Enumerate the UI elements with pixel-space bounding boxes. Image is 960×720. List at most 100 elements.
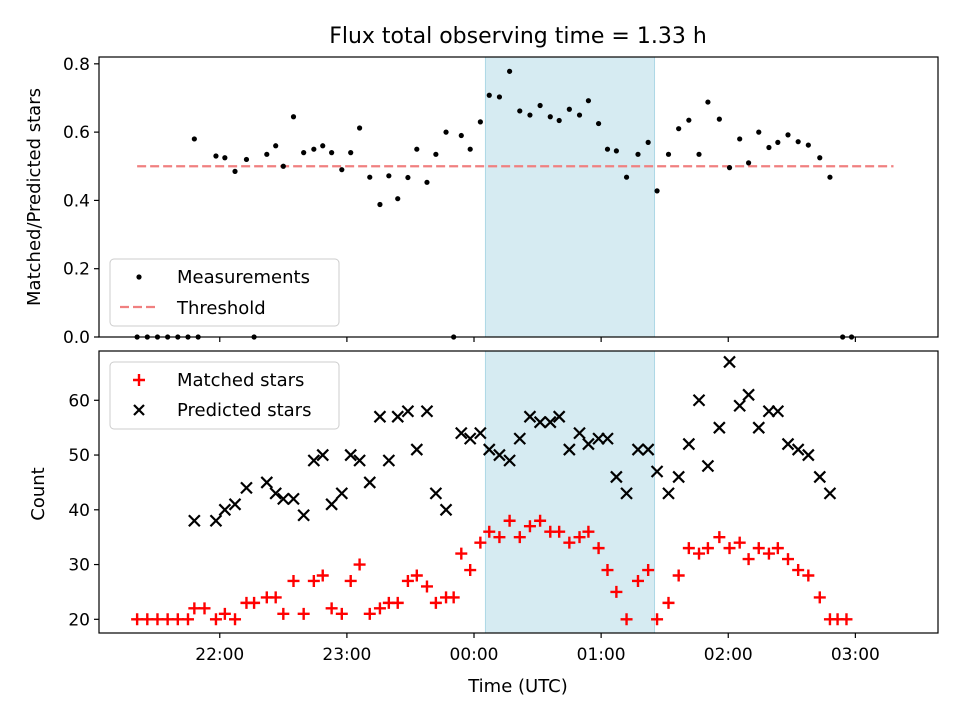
observing-window-span (484, 56, 656, 338)
matched-star-point (325, 602, 338, 615)
measurement-point (356, 125, 363, 131)
measurement-point (756, 129, 762, 135)
matched-star-point (188, 602, 201, 615)
predicted-star-point (188, 514, 201, 528)
measurement-point (273, 143, 279, 149)
matched-star-point (723, 542, 736, 555)
x-tick-label: 23:00 (322, 645, 371, 665)
legend-matched-marker (133, 374, 145, 386)
matched-star-point (447, 591, 460, 604)
predicted-star-point (287, 492, 300, 506)
predicted-star-point (513, 432, 527, 445)
measurement-point (386, 173, 392, 179)
matched-star-point (483, 525, 496, 538)
measurement-point (785, 132, 791, 138)
measurement-point (264, 151, 270, 157)
predicted-star-point (672, 470, 685, 484)
measurement-point (339, 167, 345, 173)
predicted-star-point (762, 404, 776, 418)
matched-star-point (563, 536, 576, 549)
measurement-point (290, 114, 297, 120)
predicted-star-point (316, 448, 330, 462)
predicted-star-point (373, 410, 387, 423)
matched-star-point (307, 574, 320, 587)
bottom-panel-frame (98, 350, 939, 634)
matched-star-point (171, 613, 184, 626)
matched-star-point (631, 574, 644, 587)
matched-star-point (601, 564, 614, 577)
matched-star-point (209, 613, 222, 626)
measurement-point (243, 156, 250, 163)
matched-star-point (344, 574, 357, 587)
matched-star-point (503, 514, 516, 527)
matched-star-point (198, 602, 211, 615)
legend-measurement-marker (136, 274, 142, 280)
legend-predicted-label: Predicted stars (177, 400, 311, 421)
predicted-star-point (650, 465, 664, 478)
measurement-point (686, 117, 692, 123)
predicted-star-point (601, 432, 614, 445)
predicted-star-point (610, 470, 623, 484)
matched-star-point (802, 569, 815, 582)
matched-star-point (373, 602, 386, 615)
predicted-star-point (781, 437, 795, 451)
matched-star-point (693, 547, 706, 560)
predicted-star-point (682, 437, 696, 451)
measurement-point (486, 92, 492, 98)
bottom-legend: Matched stars Predicted stars (109, 361, 340, 430)
measurement-point (458, 132, 464, 139)
matched-star-point (701, 542, 714, 555)
predicted-star-point (563, 443, 576, 456)
measurement-point (222, 155, 228, 161)
measurement-point (827, 174, 833, 180)
matched-star-point (151, 613, 164, 626)
matched-star-point (297, 607, 310, 620)
x-tick-label: 02:00 (704, 645, 753, 665)
bottom-y-tick-label: 40 (68, 501, 90, 521)
measurement-point (623, 174, 630, 180)
bottom-y-tick-label: 50 (68, 446, 90, 466)
x-tick-label: 00:00 (450, 645, 499, 665)
measurement-point (414, 146, 420, 152)
predicted-star-point (533, 415, 547, 429)
measurement-point (527, 112, 533, 118)
measurement-point (585, 98, 592, 104)
predicted-star-point (218, 503, 232, 517)
measurement-point (645, 139, 651, 145)
predicted-star-point (631, 443, 645, 456)
matched-star-point (620, 613, 633, 626)
matched-star-point (781, 553, 794, 566)
matched-star-point (269, 591, 282, 604)
top-legend-box (109, 258, 340, 327)
bottom-y-tick-label: 20 (68, 610, 90, 630)
predicted-star-point (592, 432, 605, 445)
top-y-tick-label: 0.2 (63, 260, 90, 280)
predicted-star-point (742, 388, 755, 402)
top-panel: 0.00.20.40.60.8 Matched/Predicted stars … (24, 55, 939, 348)
matched-star-point (713, 531, 726, 544)
matched-star-point (553, 525, 566, 538)
measurement-point (766, 144, 772, 151)
predicted-star-point (297, 508, 310, 522)
measurement-point (213, 153, 219, 159)
predicted-star-point (692, 394, 706, 407)
predicted-star-point (382, 454, 396, 467)
matched-star-point (642, 564, 655, 577)
bottom-legend-box (109, 361, 340, 430)
matched-star-point (771, 542, 784, 555)
measurement-point (676, 126, 682, 132)
measurement-point (280, 163, 286, 169)
legend-threshold-label: Threshold (176, 298, 266, 319)
predicted-star-point (463, 432, 477, 445)
predicted-star-point (344, 448, 357, 462)
predicted-star-point (391, 410, 405, 423)
matched-star-point (523, 520, 536, 533)
matched-star-point (474, 536, 487, 549)
predicted-star-point (713, 421, 726, 434)
x-tick-label: 03:00 (831, 645, 880, 665)
predicted-star-point (363, 476, 377, 489)
measurement-point (507, 68, 513, 74)
top-x-ticks (219, 337, 856, 342)
